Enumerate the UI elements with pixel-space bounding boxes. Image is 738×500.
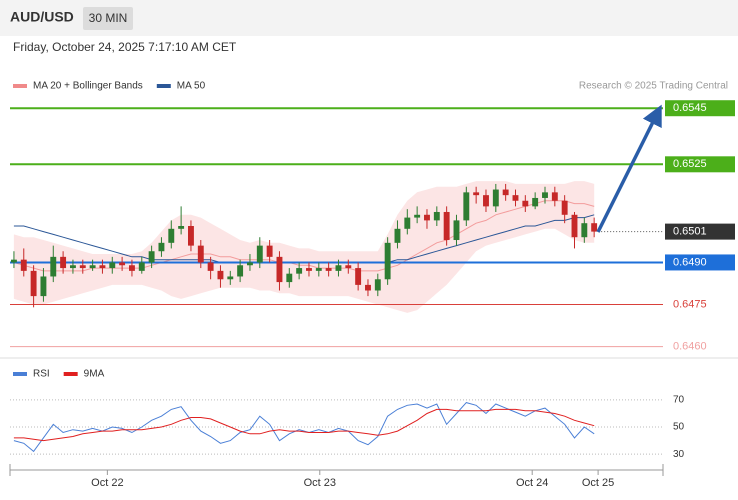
- candle-body: [483, 195, 489, 207]
- legend-label: RSI: [33, 369, 50, 380]
- candle-body: [207, 262, 214, 271]
- candle-body: [492, 189, 499, 207]
- candle-body: [384, 242, 391, 280]
- level-label-box: [665, 156, 735, 173]
- level-label-box: [665, 254, 735, 271]
- candle-body: [581, 223, 588, 238]
- candle-body: [119, 262, 126, 266]
- candle-body: [217, 270, 224, 280]
- last-price-box: [665, 223, 735, 240]
- legend-label: MA 50: [177, 81, 206, 92]
- candle-body: [20, 259, 27, 271]
- candle-body: [532, 197, 539, 207]
- candle-body: [355, 268, 362, 285]
- candle-body: [551, 192, 558, 201]
- candle-body: [522, 200, 529, 207]
- x-tick-label: Oct 25: [582, 477, 614, 489]
- level-label: 0.6460: [673, 340, 707, 352]
- legend-label: MA 20 + Bollinger Bands: [33, 81, 143, 92]
- candle-body: [306, 268, 312, 271]
- candle-body: [424, 214, 430, 221]
- x-tick-label: Oct 22: [91, 477, 123, 489]
- rsi-line: [13, 402, 595, 453]
- candle-body: [443, 211, 450, 241]
- level-label: 0.6490: [673, 256, 707, 268]
- bollinger-band-fill: [13, 181, 595, 313]
- candle-body: [79, 265, 86, 269]
- candle-body: [60, 256, 67, 269]
- level-label: 0.6525: [673, 158, 707, 170]
- candle-body: [178, 226, 185, 229]
- candle-body: [335, 265, 342, 271]
- candle-body: [109, 262, 116, 269]
- y-tick-label: 70: [673, 395, 685, 406]
- candle-body: [414, 214, 421, 218]
- level-label: 0.6475: [673, 298, 707, 310]
- last-price-label: 0.6501: [673, 226, 707, 238]
- candle-body: [247, 262, 253, 266]
- candle-body: [325, 268, 332, 271]
- candle-body: [50, 256, 57, 277]
- candle-body: [10, 259, 17, 263]
- candle-body: [286, 273, 293, 283]
- candle-body: [197, 245, 204, 263]
- candle-body: [99, 265, 106, 269]
- candle-body: [571, 214, 578, 238]
- candle-body: [374, 279, 381, 291]
- rsi-line: [13, 408, 595, 442]
- candle-body: [276, 256, 283, 283]
- timeframe-box[interactable]: [83, 7, 133, 30]
- candle-body: [266, 245, 273, 257]
- candle-body: [69, 265, 76, 269]
- candle-body: [542, 192, 548, 198]
- candle-body: [591, 223, 598, 232]
- candle-body: [256, 245, 263, 263]
- candle-body: [502, 189, 509, 196]
- y-tick-label: 50: [673, 422, 685, 433]
- candle-body: [453, 220, 460, 241]
- x-tick-label: Oct 23: [304, 477, 336, 489]
- legend-swatch: [156, 84, 171, 88]
- candle-body: [561, 200, 568, 215]
- candle-body: [394, 228, 401, 243]
- timeframe[interactable]: 30 MIN: [89, 11, 128, 25]
- level-label-box: [665, 100, 735, 117]
- symbol: AUD/USD: [10, 9, 74, 25]
- candle-body: [463, 192, 470, 221]
- legend-label: 9MA: [84, 369, 105, 380]
- candle-body: [40, 276, 47, 297]
- plot: 0.6545 0.6525 0.6490 0.6475 0.6460 0.6501 MA 2…: [9, 81, 735, 489]
- x-tick-label: Oct 24: [516, 477, 548, 489]
- candle-body: [433, 211, 440, 221]
- candle-body: [30, 270, 37, 297]
- candle-body: [365, 284, 371, 291]
- candle-body: [138, 262, 145, 271]
- legend-swatch: [13, 372, 27, 376]
- candle-body: [404, 217, 411, 229]
- candle-body: [345, 265, 352, 269]
- datetime: Friday, October 24, 2025 7:17:10 AM CET: [13, 40, 237, 54]
- candle-body: [158, 242, 165, 252]
- legend-swatch: [63, 372, 78, 376]
- ma20-line: [13, 200, 595, 272]
- candle-body: [296, 268, 303, 274]
- candle-body: [315, 268, 322, 271]
- credit: Research © 2025 Trading Central: [579, 81, 728, 92]
- candle-body: [148, 251, 155, 263]
- candle-body: [473, 192, 480, 196]
- candle-body: [128, 265, 135, 271]
- candle-body: [89, 265, 96, 269]
- candle-body: [168, 228, 175, 243]
- candle-body: [188, 226, 194, 246]
- candle-body: [512, 195, 519, 201]
- forecast-arrow: [596, 104, 662, 233]
- y-tick-label: 30: [673, 449, 685, 460]
- legend-swatch: [13, 84, 27, 88]
- candle-body: [227, 276, 234, 280]
- level-label: 0.6545: [673, 102, 707, 114]
- candle-body: [237, 265, 244, 277]
